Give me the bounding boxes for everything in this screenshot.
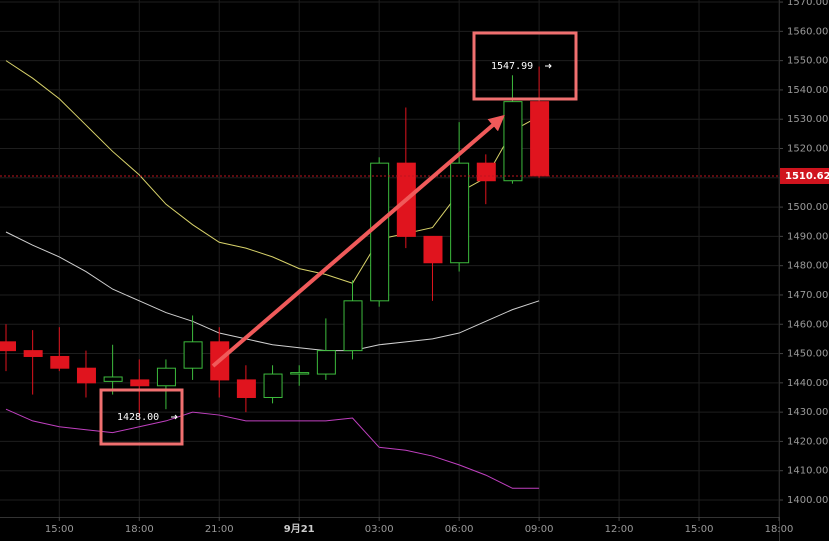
x-tick-label: 06:00: [445, 524, 474, 535]
x-tick-label: 9月21: [284, 523, 315, 535]
y-tick-label: 1480.00: [787, 261, 828, 272]
candle-body: [290, 372, 310, 375]
y-tick-label: 1520.00: [787, 144, 828, 155]
y-tick-label: 1450.00: [787, 349, 828, 360]
candle-body: [316, 350, 336, 375]
candle-body: [343, 300, 363, 352]
x-tick-label: 18:00: [765, 524, 794, 535]
x-tick-label: 09:00: [525, 524, 554, 535]
y-tick-label: 1570.00: [787, 0, 828, 8]
price-annotation: 1547.99: [491, 61, 533, 72]
y-tick-label: 1560.00: [787, 26, 828, 37]
y-tick-label: 1440.00: [787, 378, 828, 389]
x-tick-label: 15:00: [685, 524, 714, 535]
y-tick-label: 1410.00: [787, 466, 828, 477]
candle-body: [50, 355, 70, 369]
y-tick-label: 1540.00: [787, 85, 828, 96]
ma-line: [5, 408, 540, 489]
ma-line: [5, 231, 540, 352]
candle-body: [476, 162, 496, 182]
candle-body: [0, 341, 16, 352]
y-tick-label: 1400.00: [787, 495, 828, 506]
candle-body: [423, 235, 443, 264]
candle-body: [183, 341, 203, 369]
candle-body: [156, 367, 176, 387]
last-price-label: 1510.62: [785, 171, 829, 182]
y-tick-label: 1530.00: [787, 114, 828, 125]
x-tick-label: 18:00: [125, 524, 154, 535]
candle-body: [530, 101, 550, 177]
x-tick-label: 12:00: [605, 524, 634, 535]
x-tick-label: 15:00: [45, 524, 74, 535]
y-tick-label: 1470.00: [787, 290, 828, 301]
candle-body: [130, 379, 150, 387]
x-tick-label: 03:00: [365, 524, 394, 535]
candle-body: [263, 373, 283, 398]
last-price-box: [780, 167, 829, 184]
annotation-arrow: [545, 63, 552, 69]
y-tick-label: 1500.00: [787, 202, 828, 213]
y-tick-label: 1490.00: [787, 231, 828, 242]
price-annotation: 1428.00: [117, 412, 159, 423]
x-tick-label: 21:00: [205, 524, 234, 535]
candle-body: [23, 350, 43, 357]
highlight-box: [99, 388, 184, 446]
candle-body: [236, 379, 256, 398]
candle-body: [370, 162, 390, 302]
candle-body: [450, 162, 470, 264]
candle-body: [103, 376, 123, 382]
y-tick-label: 1420.00: [787, 436, 828, 447]
candle-body: [76, 367, 96, 384]
y-tick-label: 1430.00: [787, 407, 828, 418]
y-tick-label: 1460.00: [787, 319, 828, 330]
y-tick-label: 1550.00: [787, 56, 828, 67]
candle-body: [503, 101, 523, 182]
trend-arrow: [211, 114, 505, 368]
annotation-arrow: [171, 414, 178, 420]
highlight-box: [472, 31, 578, 101]
